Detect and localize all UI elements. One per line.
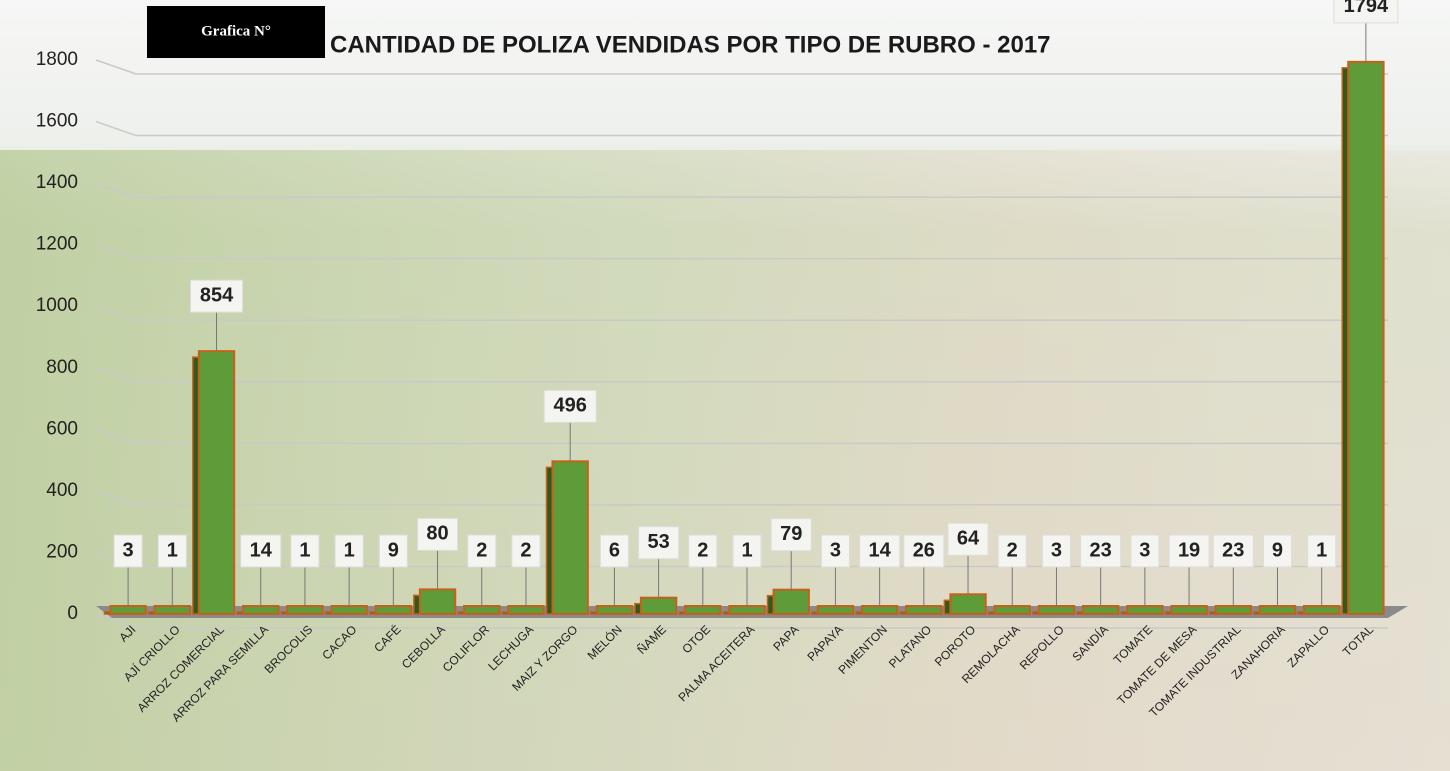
value-label: 1794 — [1344, 0, 1389, 17]
value-label: 19 — [1178, 539, 1200, 561]
y-tick-label: 1600 — [36, 111, 78, 132]
y-tick-label: 1400 — [36, 172, 78, 193]
y-tick-label: 600 — [46, 418, 78, 439]
value-label: 23 — [1222, 539, 1244, 561]
bar — [1260, 606, 1295, 614]
value-label: 79 — [780, 523, 802, 545]
bar — [1127, 606, 1162, 614]
value-label: 2 — [1007, 539, 1018, 561]
bar — [376, 606, 411, 614]
value-label: 3 — [1139, 539, 1150, 561]
y-tick-label: 400 — [46, 480, 78, 501]
value-label: 80 — [426, 523, 448, 545]
y-tick-label: 200 — [46, 541, 78, 562]
y-tick-label: 0 — [67, 603, 78, 624]
value-label: 2 — [476, 539, 487, 561]
bar — [110, 606, 145, 614]
bar — [1216, 606, 1251, 614]
bar — [906, 606, 941, 614]
value-label: 53 — [647, 531, 669, 553]
bar — [420, 589, 455, 614]
chart: Grafica N° CANTIDAD DE POLIZA VENDIDAS P… — [0, 0, 1450, 771]
value-label: 3 — [1051, 539, 1062, 561]
value-label: 2 — [520, 539, 531, 561]
bar — [1304, 606, 1339, 614]
value-label: 1 — [299, 539, 310, 561]
bar — [508, 606, 543, 614]
value-label: 1 — [344, 539, 355, 561]
y-tick-label: 1800 — [36, 49, 78, 70]
value-label: 854 — [200, 284, 234, 306]
bar — [155, 606, 190, 614]
value-label: 23 — [1090, 539, 1112, 561]
bar — [1348, 62, 1383, 614]
value-label: 1 — [1316, 539, 1327, 561]
bar — [641, 598, 676, 614]
value-label: 496 — [553, 395, 586, 417]
bar — [1039, 606, 1074, 614]
bar — [995, 606, 1030, 614]
bar — [685, 606, 720, 614]
y-tick-label: 800 — [46, 357, 78, 378]
bar — [729, 606, 764, 614]
value-label: 14 — [868, 539, 891, 561]
value-label: 14 — [250, 539, 273, 561]
value-label: 26 — [913, 539, 935, 561]
value-label: 64 — [957, 528, 980, 550]
value-label: 1 — [167, 539, 178, 561]
bar — [818, 606, 853, 614]
bar — [199, 351, 234, 614]
bar — [1171, 606, 1206, 614]
bar — [243, 606, 278, 614]
bar — [464, 606, 499, 614]
bar — [331, 606, 366, 614]
bar — [950, 594, 985, 614]
bar — [552, 461, 587, 614]
value-label: 6 — [609, 539, 620, 561]
badge: Grafica N° — [201, 23, 271, 39]
y-tick-label: 1200 — [36, 234, 78, 255]
chart-title: CANTIDAD DE POLIZA VENDIDAS POR TIPO DE … — [330, 31, 1051, 58]
value-label: 1 — [741, 539, 752, 561]
bar — [597, 606, 632, 614]
value-label: 9 — [388, 539, 399, 561]
value-label: 2 — [697, 539, 708, 561]
value-label: 3 — [123, 539, 134, 561]
bar — [862, 606, 897, 614]
bar — [287, 606, 322, 614]
y-tick-label: 1000 — [36, 295, 78, 316]
value-label: 3 — [830, 539, 841, 561]
value-label: 9 — [1272, 539, 1283, 561]
bar — [774, 590, 809, 614]
bar — [1083, 606, 1118, 614]
